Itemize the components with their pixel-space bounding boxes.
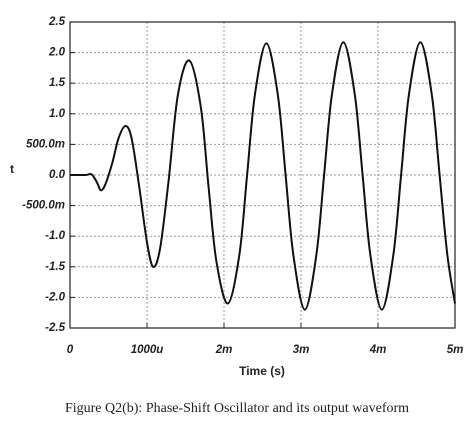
y-tick-label: 0.0	[49, 169, 66, 181]
y-axis-label: t	[10, 162, 14, 176]
y-tick-label: 1.0	[49, 108, 66, 120]
y-tick-label: -2.5	[45, 322, 65, 334]
y-tick-label: 500.0m	[26, 138, 65, 150]
x-axis-label: Time (s)	[239, 364, 285, 378]
y-tick-label: 1.5	[49, 77, 66, 89]
y-tick-label: 2.5	[48, 16, 66, 28]
x-tick-label: 3m	[293, 344, 310, 356]
x-tick-label: 5m	[447, 344, 464, 356]
x-tick-label: 1000u	[131, 344, 164, 356]
y-tick-label: -1.0	[45, 230, 65, 242]
y-tick-label: -2.0	[45, 291, 65, 303]
x-tick-label: 4m	[369, 344, 387, 356]
y-tick-label: 2.0	[48, 47, 66, 59]
x-tick-label: 2m	[215, 344, 233, 356]
caption: Figure Q2(b): Phase-Shift Oscillator and…	[65, 401, 409, 416]
y-tick-label: -1.5	[45, 261, 65, 273]
y-tick-label: -500.0m	[22, 200, 65, 212]
x-tick-label: 0	[67, 344, 74, 356]
waveform	[69, 41, 456, 311]
